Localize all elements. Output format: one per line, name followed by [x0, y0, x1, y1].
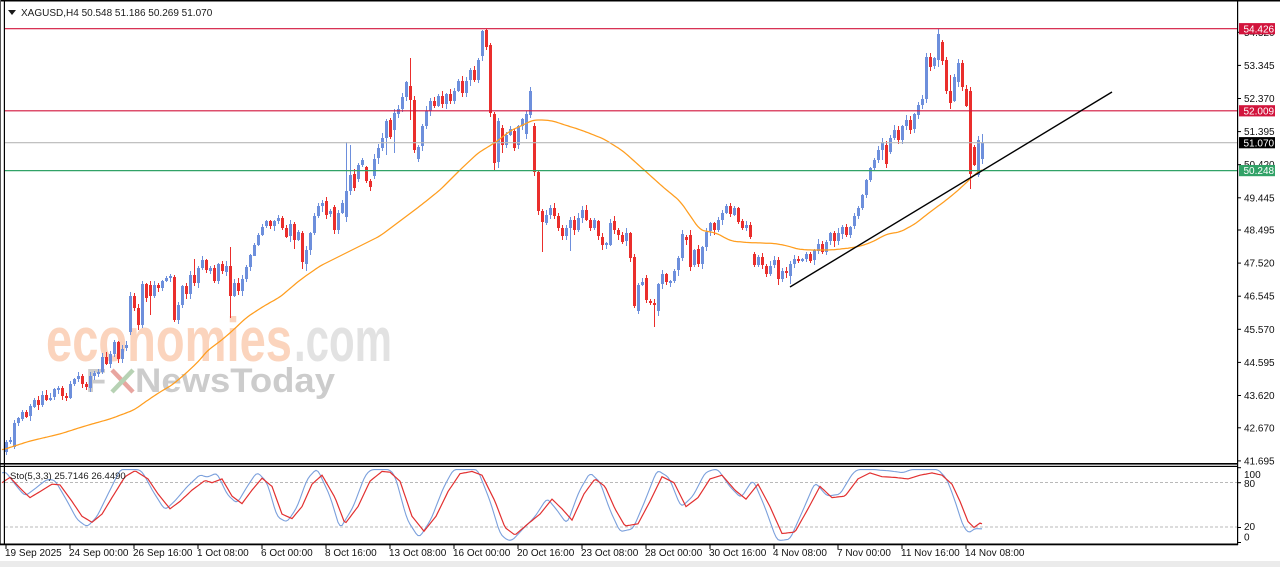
svg-text:45.570: 45.570 [1244, 325, 1275, 336]
svg-text:43.620: 43.620 [1244, 391, 1275, 402]
svg-text:23 Oct 08:00: 23 Oct 08:00 [581, 548, 639, 559]
svg-text:100: 100 [1244, 470, 1261, 481]
svg-text:1 Oct 08:00: 1 Oct 08:00 [197, 548, 249, 559]
svg-text:44.595: 44.595 [1244, 358, 1275, 369]
svg-text:51.070: 51.070 [1244, 138, 1275, 149]
svg-text:28 Oct 00:00: 28 Oct 00:00 [645, 548, 703, 559]
svg-text:52.370: 52.370 [1244, 94, 1275, 105]
svg-text:16 Oct 00:00: 16 Oct 00:00 [453, 548, 511, 559]
svg-text:42.670: 42.670 [1244, 423, 1275, 434]
svg-text:.com: .com [294, 306, 392, 375]
svg-text:46.545: 46.545 [1244, 292, 1275, 303]
svg-text:NewsToday: NewsToday [135, 362, 335, 400]
svg-text:26 Sep 16:00: 26 Sep 16:00 [133, 548, 193, 559]
svg-text:52.009: 52.009 [1244, 106, 1275, 117]
svg-text:economies: economies [46, 306, 292, 375]
svg-text:0: 0 [1244, 533, 1250, 544]
svg-text:14 Nov 08:00: 14 Nov 08:00 [965, 548, 1025, 559]
svg-text:48.495: 48.495 [1244, 226, 1275, 237]
svg-text:8 Oct 16:00: 8 Oct 16:00 [325, 548, 377, 559]
svg-text:20 Oct 16:00: 20 Oct 16:00 [517, 548, 575, 559]
svg-text:50.248: 50.248 [1244, 166, 1275, 177]
svg-text:7 Nov 00:00: 7 Nov 00:00 [837, 548, 891, 559]
svg-text:53.345: 53.345 [1244, 61, 1275, 72]
svg-text:19 Sep 2025: 19 Sep 2025 [5, 548, 62, 559]
svg-text:XAGUSD,H4 50.548 51.186 50.26: XAGUSD,H4 50.548 51.186 50.269 51.070 [21, 8, 213, 19]
svg-text:11 Nov 16:00: 11 Nov 16:00 [901, 548, 960, 559]
svg-text:20: 20 [1244, 522, 1256, 533]
svg-text:13 Oct 08:00: 13 Oct 08:00 [389, 548, 447, 559]
svg-text:Sto(5,3,3) 25.7146 26.4490: Sto(5,3,3) 25.7146 26.4490 [10, 471, 126, 482]
svg-text:51.395: 51.395 [1244, 127, 1275, 138]
svg-text:4 Nov 08:00: 4 Nov 08:00 [773, 548, 827, 559]
svg-text:24 Sep 00:00: 24 Sep 00:00 [69, 548, 129, 559]
svg-text:41.695: 41.695 [1244, 456, 1275, 467]
svg-text:6 Oct 00:00: 6 Oct 00:00 [261, 548, 313, 559]
svg-text:80: 80 [1244, 479, 1256, 490]
svg-text:54.426: 54.426 [1244, 24, 1275, 35]
svg-text:30 Oct 16:00: 30 Oct 16:00 [709, 548, 767, 559]
svg-text:47.520: 47.520 [1244, 259, 1275, 270]
svg-text:49.445: 49.445 [1244, 193, 1275, 204]
